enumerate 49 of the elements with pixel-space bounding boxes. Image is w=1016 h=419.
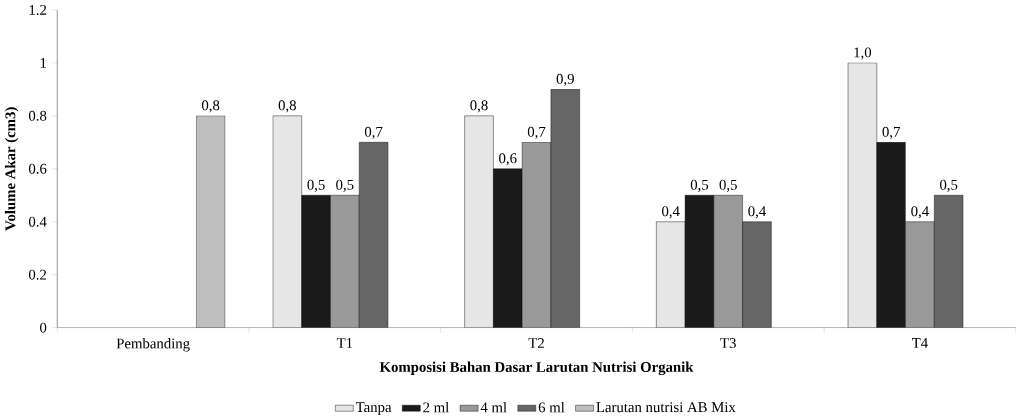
- data-label: 0,5: [336, 179, 354, 193]
- legend-label: 2 ml: [423, 402, 449, 413]
- data-label: 0,4: [662, 206, 680, 219]
- data-label: 0,6: [499, 153, 517, 166]
- bar: [847, 62, 878, 328]
- bar: [464, 115, 494, 328]
- data-label: 0,4: [748, 206, 766, 219]
- bar: [272, 115, 302, 328]
- data-label: 1,0: [854, 47, 872, 60]
- data-label: 0,5: [719, 179, 737, 193]
- data-label: 0,8: [278, 100, 296, 113]
- legend-label: 6 ml: [538, 402, 565, 413]
- data-label: 0,9: [556, 74, 574, 87]
- data-label: 0,5: [940, 179, 958, 193]
- y-tick-label: 0.6: [28, 163, 47, 174]
- data-label: 0,7: [527, 126, 546, 140]
- bar: [685, 195, 714, 328]
- legend-label: 4 ml: [480, 402, 507, 413]
- bar: [876, 142, 906, 328]
- data-label: 0,8: [470, 100, 488, 113]
- y-tick-label: 1.2: [29, 5, 47, 16]
- data-label: 0,4: [911, 206, 929, 219]
- data-label: 0,7: [882, 126, 900, 140]
- x-tick-label: T2: [528, 338, 544, 348]
- y-tick-label: 0.2: [28, 269, 47, 280]
- bar: [934, 195, 964, 328]
- bar: [359, 142, 388, 328]
- y-tick-label: 1: [40, 58, 46, 68]
- x-tick-label: T1: [336, 338, 353, 348]
- bar: [656, 221, 686, 328]
- bar: [742, 221, 772, 328]
- data-label: 0,5: [307, 179, 325, 193]
- bar: [301, 195, 331, 328]
- legend-label: Tanpa: [355, 402, 392, 416]
- data-label: 0,8: [201, 100, 220, 113]
- x-tick-label: T3: [720, 338, 736, 349]
- y-tick-label: 0.8: [28, 110, 47, 121]
- y-axis-title: Volume Akar (cm3): [4, 107, 19, 231]
- bar: [550, 89, 580, 328]
- y-tick-label: 0.4: [28, 216, 47, 227]
- y-tick-label: 0: [40, 322, 47, 333]
- bar: [196, 115, 226, 328]
- x-axis-title: Komposisi Bahan Dasar Larutan Nutrisi Organik: [379, 361, 694, 376]
- bar: [493, 168, 523, 328]
- data-label: 0,7: [364, 126, 383, 140]
- legend-label: Larutan nutrisi AB Mix: [596, 402, 736, 413]
- x-tick-label: T4: [911, 338, 928, 348]
- data-label: 0,5: [690, 179, 709, 193]
- x-tick-label: Pembanding: [116, 338, 190, 352]
